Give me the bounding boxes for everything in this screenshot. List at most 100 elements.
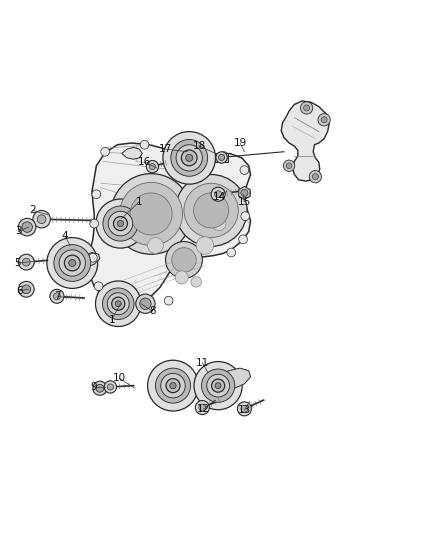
Text: 12: 12	[197, 404, 210, 414]
Text: 8: 8	[149, 306, 156, 316]
Circle shape	[220, 152, 229, 160]
Circle shape	[22, 285, 31, 294]
Circle shape	[94, 282, 103, 290]
Circle shape	[33, 211, 50, 228]
Circle shape	[172, 248, 196, 272]
Circle shape	[53, 293, 60, 300]
Circle shape	[125, 297, 134, 306]
Circle shape	[96, 199, 145, 248]
Circle shape	[286, 163, 292, 168]
Circle shape	[104, 381, 117, 393]
Polygon shape	[281, 101, 329, 181]
Circle shape	[149, 164, 155, 169]
Circle shape	[54, 245, 91, 281]
Circle shape	[113, 216, 127, 231]
Circle shape	[140, 140, 149, 149]
Text: 9: 9	[91, 382, 98, 392]
Circle shape	[148, 238, 163, 253]
Text: 7: 7	[54, 291, 61, 301]
Polygon shape	[88, 143, 251, 304]
Circle shape	[171, 140, 208, 176]
Circle shape	[50, 289, 64, 303]
Circle shape	[241, 405, 248, 413]
Circle shape	[207, 374, 230, 397]
Circle shape	[96, 384, 104, 392]
Text: 11: 11	[196, 358, 209, 368]
Circle shape	[120, 182, 183, 246]
Circle shape	[90, 219, 99, 228]
Circle shape	[194, 193, 229, 228]
Circle shape	[47, 238, 98, 288]
Circle shape	[300, 102, 313, 114]
Text: 4: 4	[61, 231, 68, 241]
Circle shape	[175, 174, 247, 246]
Circle shape	[212, 379, 225, 392]
Circle shape	[170, 383, 176, 389]
Circle shape	[166, 241, 202, 278]
Circle shape	[95, 281, 141, 327]
Text: 18: 18	[193, 141, 206, 151]
Circle shape	[215, 191, 222, 198]
Circle shape	[140, 298, 151, 310]
Text: 1: 1	[136, 197, 143, 207]
Circle shape	[69, 260, 76, 266]
Circle shape	[59, 250, 85, 276]
Circle shape	[117, 221, 124, 227]
Circle shape	[241, 212, 250, 221]
Text: 1: 1	[108, 315, 115, 325]
Circle shape	[146, 160, 159, 173]
Text: 13: 13	[238, 405, 251, 415]
Text: 14: 14	[212, 192, 226, 203]
Circle shape	[115, 301, 121, 306]
Circle shape	[175, 271, 188, 284]
Circle shape	[211, 187, 225, 201]
Circle shape	[240, 166, 249, 174]
Circle shape	[242, 189, 251, 197]
Circle shape	[318, 114, 330, 126]
Circle shape	[111, 174, 191, 254]
Circle shape	[161, 374, 185, 398]
Polygon shape	[72, 253, 100, 269]
Circle shape	[191, 277, 201, 287]
Circle shape	[321, 117, 327, 123]
Text: 6: 6	[16, 286, 23, 296]
Text: 3: 3	[15, 227, 22, 237]
Circle shape	[103, 206, 138, 241]
Text: 17: 17	[159, 144, 172, 154]
Circle shape	[88, 253, 97, 262]
Circle shape	[93, 381, 107, 395]
Circle shape	[176, 145, 202, 171]
Circle shape	[155, 368, 191, 403]
Circle shape	[37, 215, 46, 223]
Circle shape	[102, 288, 134, 319]
Circle shape	[212, 216, 226, 231]
Circle shape	[107, 384, 113, 390]
Circle shape	[309, 171, 321, 183]
Text: 5: 5	[14, 258, 21, 268]
Circle shape	[163, 132, 215, 184]
Circle shape	[186, 155, 193, 161]
Circle shape	[18, 281, 34, 297]
Text: 2: 2	[29, 205, 36, 215]
Circle shape	[108, 211, 133, 236]
Circle shape	[166, 378, 180, 393]
Polygon shape	[214, 368, 251, 390]
Circle shape	[199, 404, 206, 411]
Text: 19: 19	[233, 138, 247, 148]
Circle shape	[18, 219, 36, 236]
Circle shape	[148, 360, 198, 411]
Circle shape	[194, 361, 242, 410]
Circle shape	[181, 150, 197, 166]
Circle shape	[136, 294, 155, 313]
Circle shape	[18, 254, 34, 270]
Circle shape	[22, 222, 32, 232]
Circle shape	[184, 183, 238, 238]
Circle shape	[312, 174, 318, 180]
Polygon shape	[215, 152, 228, 162]
Circle shape	[239, 235, 247, 244]
Circle shape	[22, 258, 30, 266]
Circle shape	[112, 297, 125, 310]
Polygon shape	[122, 147, 142, 159]
Circle shape	[180, 149, 188, 158]
Circle shape	[164, 296, 173, 305]
